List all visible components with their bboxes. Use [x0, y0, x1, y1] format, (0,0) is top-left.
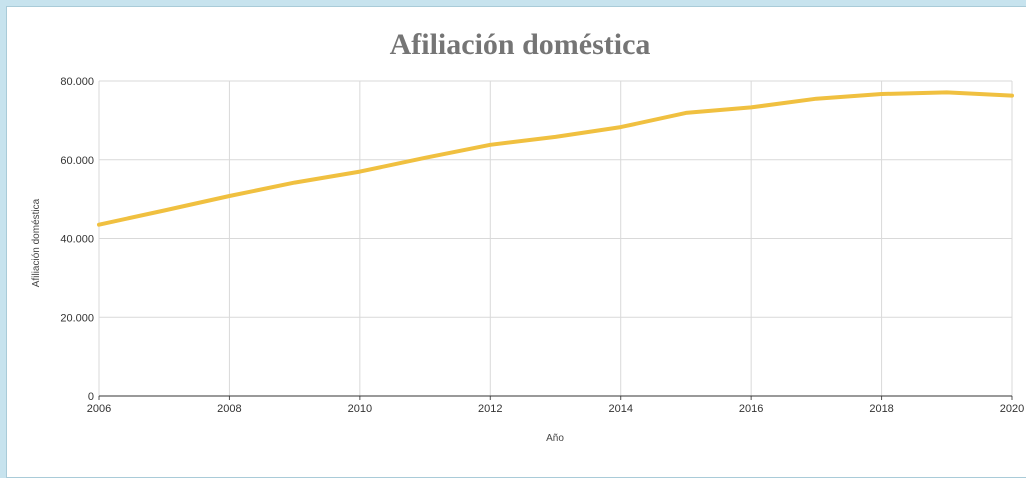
line-chart: Afiliación doméstica 0 20.000 40.000 60.000… — [31, 28, 1024, 444]
x-tick-label: 2008 — [217, 403, 241, 415]
x-tick-label: 2020 — [1000, 403, 1024, 415]
x-tick-label: 2016 — [739, 403, 763, 415]
y-tick-label: 20.000 — [60, 312, 94, 324]
x-tick-label: 2006 — [87, 403, 111, 415]
series-line — [97, 90, 1014, 227]
x-axis-ticks: 2006 2008 2010 2012 2014 2016 2018 2020 — [87, 396, 1024, 415]
x-axis-label: Año — [546, 433, 564, 444]
chart-panel — [6, 6, 1026, 478]
series-group — [97, 90, 1014, 227]
x-tick-label: 2010 — [348, 403, 372, 415]
y-tick-label: 40.000 — [60, 234, 94, 246]
x-tick-label: 2012 — [478, 403, 502, 415]
y-axis-label: Afiliación doméstica — [31, 198, 42, 287]
y-axis-ticks: 0 20.000 40.000 60.000 80.000 — [60, 76, 94, 403]
x-tick-label: 2014 — [608, 403, 632, 415]
x-tick-label: 2018 — [869, 403, 893, 415]
grid — [98, 80, 1013, 396]
y-tick-label: 60.000 — [60, 155, 94, 167]
chart-title: Afiliación doméstica — [390, 28, 651, 61]
y-tick-label: 80.000 — [60, 76, 94, 88]
y-tick-label: 0 — [88, 391, 94, 403]
